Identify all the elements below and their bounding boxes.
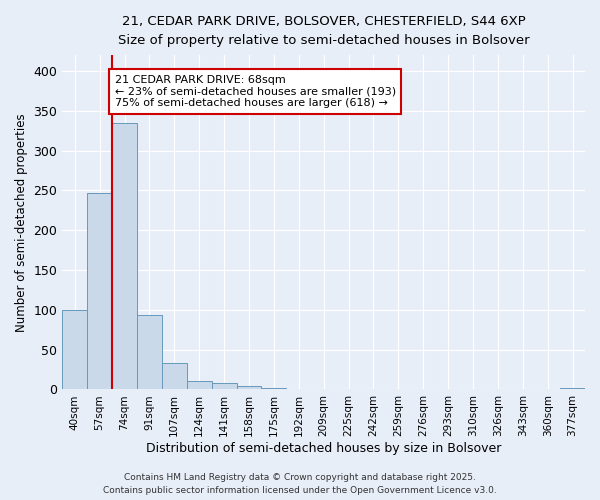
Bar (212, 383, 236, 390)
Title: 21, CEDAR PARK DRIVE, BOLSOVER, CHESTERFIELD, S44 6XP
Size of property relative : 21, CEDAR PARK DRIVE, BOLSOVER, CHESTERF… (118, 15, 529, 47)
Text: 21 CEDAR PARK DRIVE: 68sqm
← 23% of semi-detached houses are smaller (193)
75% o: 21 CEDAR PARK DRIVE: 68sqm ← 23% of semi… (115, 75, 395, 108)
Bar (187, 380, 212, 390)
Bar (262, 388, 286, 390)
Bar (560, 388, 585, 390)
Bar (112, 123, 137, 390)
Bar (137, 316, 162, 390)
Bar (236, 386, 262, 390)
Text: Contains HM Land Registry data © Crown copyright and database right 2025.
Contai: Contains HM Land Registry data © Crown c… (103, 474, 497, 495)
Bar (162, 363, 187, 390)
Bar (87, 193, 112, 390)
Y-axis label: Number of semi-detached properties: Number of semi-detached properties (15, 113, 28, 332)
Bar (62, 310, 87, 390)
X-axis label: Distribution of semi-detached houses by size in Bolsover: Distribution of semi-detached houses by … (146, 442, 502, 455)
